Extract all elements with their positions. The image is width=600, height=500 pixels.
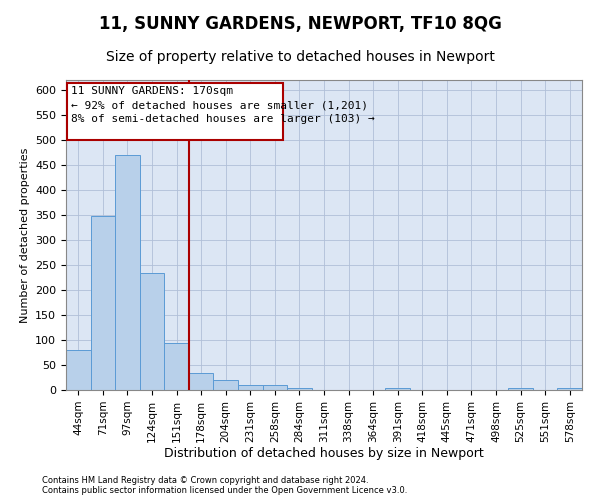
Bar (214, 380, 238, 390)
Bar (287, 388, 312, 390)
Bar (557, 388, 582, 390)
Bar (140, 272, 164, 390)
Bar (508, 388, 533, 390)
Bar (66, 350, 91, 390)
Bar (164, 342, 189, 390)
Text: Size of property relative to detached houses in Newport: Size of property relative to detached ho… (106, 50, 494, 64)
Y-axis label: Number of detached properties: Number of detached properties (20, 148, 29, 322)
X-axis label: Distribution of detached houses by size in Newport: Distribution of detached houses by size … (164, 448, 484, 460)
Bar (263, 385, 287, 390)
Bar (91, 216, 115, 390)
Bar (238, 385, 263, 390)
Text: Contains HM Land Registry data © Crown copyright and database right 2024.
Contai: Contains HM Land Registry data © Crown c… (42, 476, 407, 495)
Bar (385, 388, 410, 390)
FancyBboxPatch shape (67, 82, 283, 140)
Bar (189, 372, 214, 390)
Text: 11 SUNNY GARDENS: 170sqm
← 92% of detached houses are smaller (1,201)
8% of semi: 11 SUNNY GARDENS: 170sqm ← 92% of detach… (71, 86, 374, 124)
Text: 11, SUNNY GARDENS, NEWPORT, TF10 8QG: 11, SUNNY GARDENS, NEWPORT, TF10 8QG (98, 15, 502, 33)
Bar (115, 154, 140, 390)
